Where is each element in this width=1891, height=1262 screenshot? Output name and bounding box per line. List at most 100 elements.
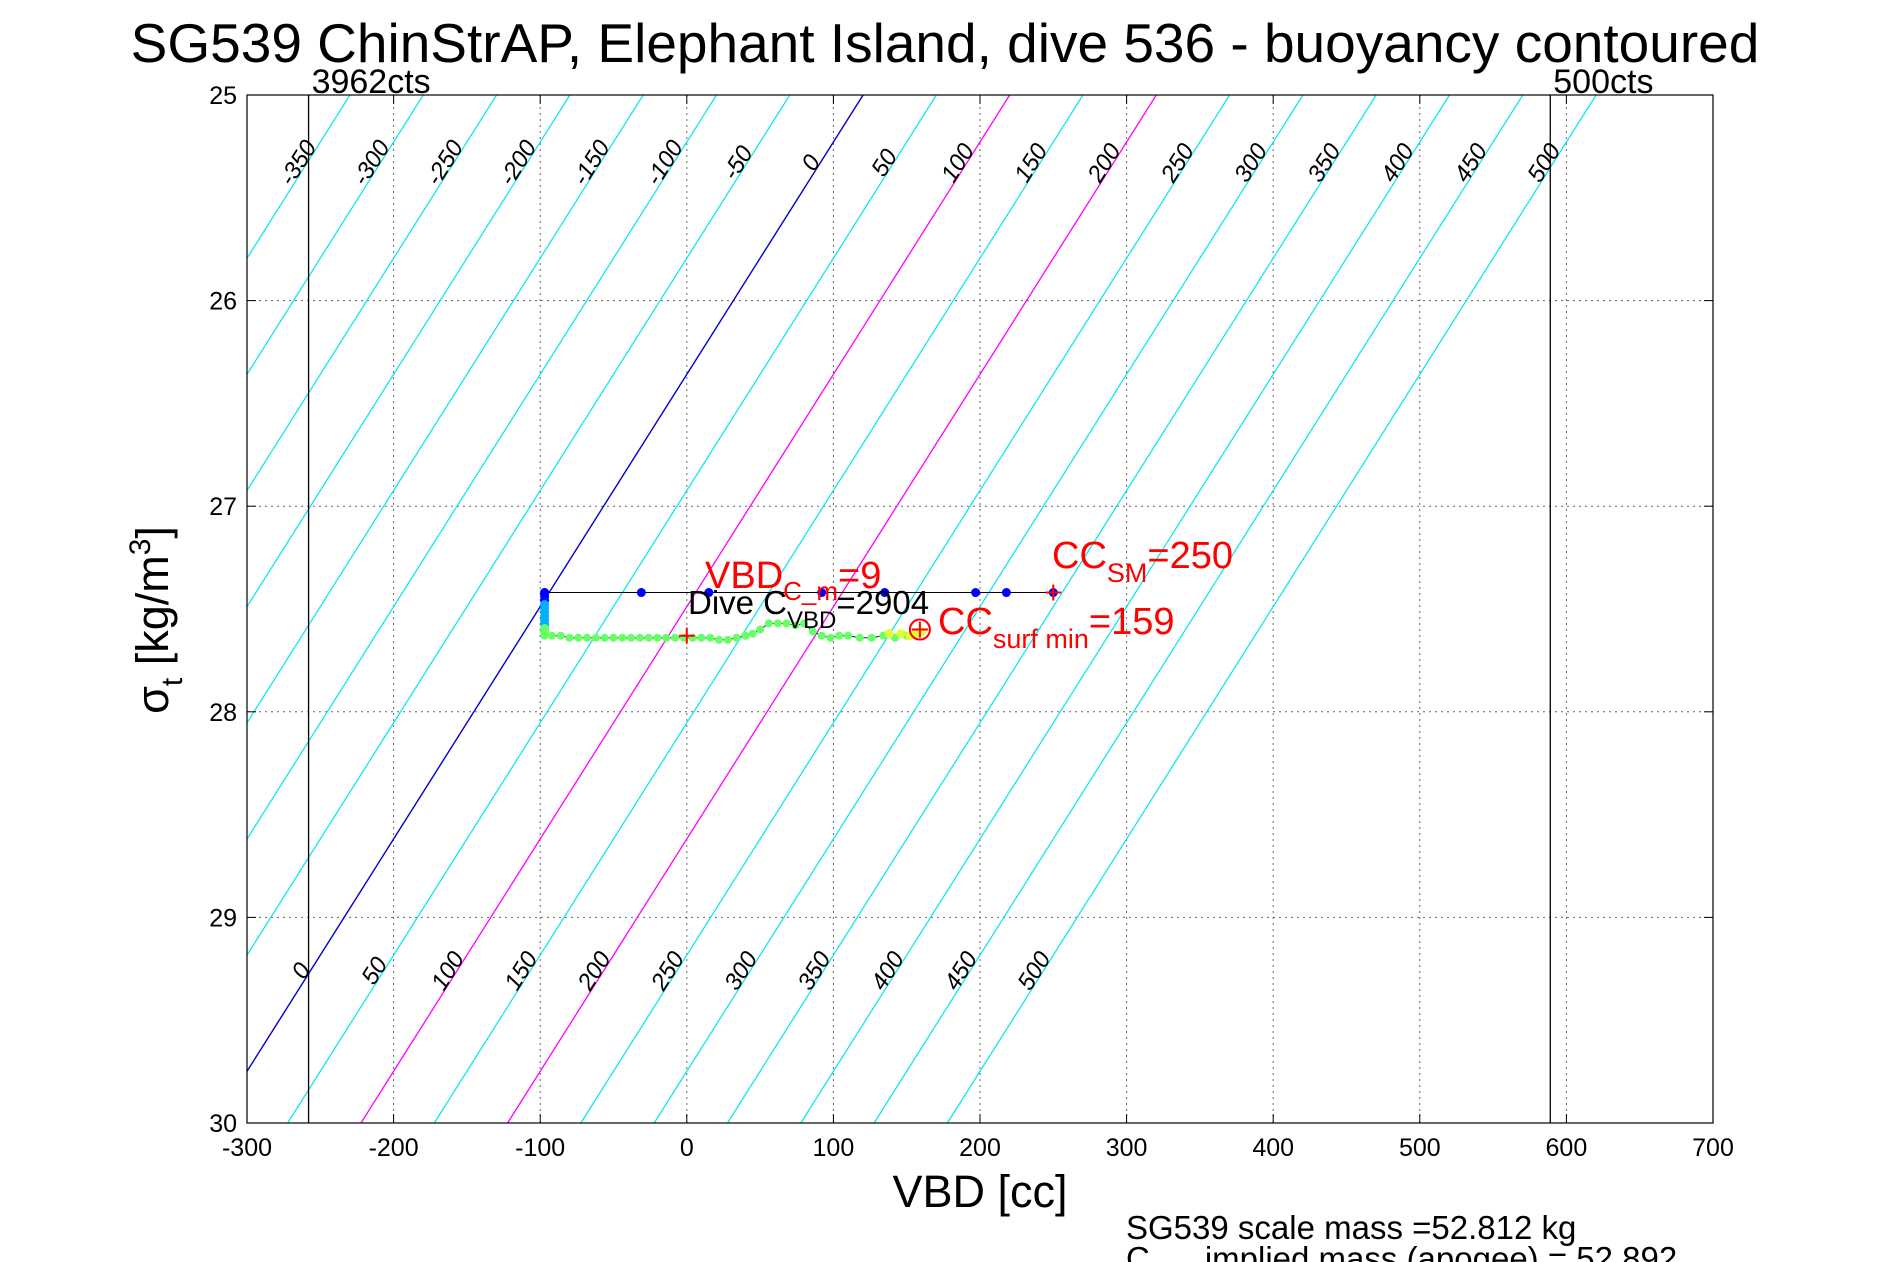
dive-ascent-point xyxy=(609,633,618,642)
vbd-annotation-sub: C_m xyxy=(783,576,838,606)
y-tick-label: 25 xyxy=(209,82,237,110)
buoyancy-contour-line xyxy=(360,95,1011,1123)
dive-ascent-point xyxy=(835,631,844,640)
buoyancy-contour-line xyxy=(247,95,571,608)
x-tick-label: 100 xyxy=(813,1134,855,1162)
dive-ascent-point xyxy=(791,621,800,630)
ccsurf-annotation-value: =159 xyxy=(1089,601,1175,643)
dive-annotation-sub: VBD xyxy=(787,607,836,634)
dive-annotation-label: Dive C xyxy=(688,584,787,621)
vbd-cm-annotation: VBDC_m=9 xyxy=(705,555,881,606)
buoyancy-contour-line xyxy=(247,95,864,1073)
dive-cvbd-annotation: Dive CVBD=2904 xyxy=(688,584,929,634)
x-tick-label: 0 xyxy=(680,1134,694,1162)
dive-track-point xyxy=(880,588,890,598)
dive-track-point xyxy=(971,588,981,598)
dive-ascent-point xyxy=(556,631,565,640)
dive-track-point xyxy=(1001,588,1011,598)
ccsm-annotation-label: CC xyxy=(1052,535,1107,577)
dive-ascent-point xyxy=(764,619,773,628)
buoyancy-contour-line xyxy=(726,95,1377,1123)
ccsurf-annotation-label: CC xyxy=(938,601,993,643)
marker-circle xyxy=(908,618,931,641)
chart-title: SG539 ChinStrAP, Elephant Island, dive 5… xyxy=(131,12,1760,74)
dive-ascent-point xyxy=(723,635,732,644)
dive-ascent-point xyxy=(748,629,757,638)
dive-annotation-value: =2904 xyxy=(836,584,929,621)
dive-ascent-point xyxy=(808,627,817,636)
x-tick-label: 400 xyxy=(1252,1134,1294,1162)
dive-ascent-point xyxy=(583,633,592,642)
dive-ascent-point xyxy=(855,633,864,642)
dive-ascent-point xyxy=(591,633,600,642)
dive-ascent-point xyxy=(697,633,706,642)
dive-ascent-point xyxy=(800,619,809,628)
buoyancy-contour-line xyxy=(653,95,1304,1123)
ccsurf-annotation: CCsurf min=159 xyxy=(938,601,1175,654)
dive-ascent-point xyxy=(671,633,680,642)
buoyancy-contour-line xyxy=(247,95,791,957)
buoyancy-contour-line xyxy=(580,95,1231,1123)
dive-track-point xyxy=(636,588,646,598)
buoyancy-contours xyxy=(247,95,1597,1123)
dive-ascent-point xyxy=(706,633,715,642)
dive-ascent-point xyxy=(782,619,791,628)
x-tick-label: -300 xyxy=(222,1134,272,1162)
dive-ascent-point xyxy=(644,633,653,642)
buoyancy-contour-line xyxy=(433,95,1084,1123)
dive-ascent-point xyxy=(817,631,826,640)
svg-text:σt [kg/m3]: σt [kg/m3] xyxy=(124,526,189,714)
buoyancy-contour-line xyxy=(287,95,937,1123)
x-tick-label: 600 xyxy=(1546,1134,1588,1162)
x-tick-label: 500 xyxy=(1399,1134,1441,1162)
vbd-annotation-label: VBD xyxy=(705,555,783,597)
axis-ticks: -300 -200 -100 0 100 200 300 400 500 600 700 25 26 27… xyxy=(209,82,1734,1162)
y-axis-label-sup: 3 xyxy=(124,539,157,556)
y-tick-label: 28 xyxy=(209,699,237,727)
dive-ascent-point xyxy=(635,633,644,642)
y-axis-label-unit: [kg/m xyxy=(127,555,178,678)
dive-ascent-point xyxy=(618,633,627,642)
reference-markers xyxy=(678,584,1062,644)
dive-track-point xyxy=(540,588,550,598)
buoyancy-contour-line xyxy=(247,95,644,724)
vbd-annotation-value: =9 xyxy=(838,555,881,597)
y-tick-label: 30 xyxy=(209,1110,237,1138)
dive-ascent-point xyxy=(741,631,750,640)
buoyancy-contour-line xyxy=(247,95,717,841)
dive-ascent-point xyxy=(627,633,636,642)
dive-ascent-point xyxy=(844,631,853,640)
x-tick-label: -100 xyxy=(515,1134,565,1162)
dive-ascent-point xyxy=(600,633,609,642)
y-axis-label-sub: t xyxy=(156,677,189,686)
y-tick-label: 29 xyxy=(209,904,237,932)
ccsm-annotation-value: =250 xyxy=(1147,535,1233,577)
dive-track xyxy=(540,588,1058,644)
dive-ascent-point xyxy=(574,633,583,642)
dive-ascent-point xyxy=(653,633,662,642)
buoyancy-contour-line xyxy=(946,95,1597,1123)
y-axis-label-close: ] xyxy=(127,526,178,539)
x-tick-label: 700 xyxy=(1692,1134,1734,1162)
dive-track-point xyxy=(817,588,827,598)
dive-ascent-point xyxy=(867,633,876,642)
dive-surface-point xyxy=(896,629,906,639)
buoyancy-contour-line xyxy=(873,95,1524,1123)
ccsm-annotation-sub: SM xyxy=(1107,558,1148,588)
dive-ascent-point xyxy=(756,625,765,634)
dive-track-point xyxy=(704,588,714,598)
ccsurf-annotation-sub: surf min xyxy=(993,624,1089,654)
x-tick-label: 200 xyxy=(959,1134,1001,1162)
dive-surface-point xyxy=(884,629,894,639)
buoyancy-contour-line xyxy=(507,95,1157,1123)
footer-line-2: C implied mass (apogee) = 52.892 xyxy=(1126,1240,1677,1262)
dive-ascent-point xyxy=(547,631,556,640)
dive-ascent-point xyxy=(540,631,549,640)
footer-line-1: SG539 scale mass =52.812 kg xyxy=(1126,1209,1576,1246)
y-tick-label: 27 xyxy=(209,493,237,521)
dive-ascent-point xyxy=(773,619,782,628)
buoyancy-contour-line xyxy=(247,95,424,376)
x-tick-label: 300 xyxy=(1106,1134,1148,1162)
plot-area xyxy=(247,95,1713,1123)
